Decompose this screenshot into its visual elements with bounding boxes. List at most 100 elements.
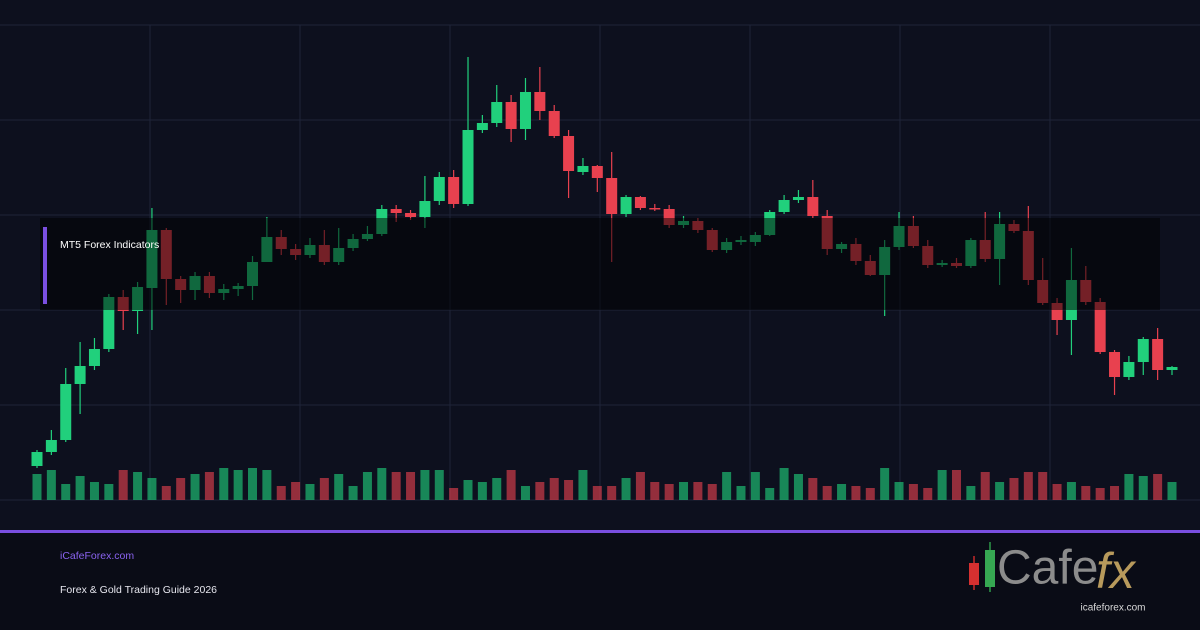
volume-bar [851,486,861,500]
volume-bar [779,468,789,500]
volume-bar [937,470,947,500]
volume-bar [176,478,186,500]
volume-bar [592,486,602,500]
volume-bar [233,470,243,500]
candle-body [390,209,402,213]
candle-body [476,123,488,130]
candle-body [491,102,503,123]
volume-bar [147,478,157,500]
logo-candle [985,550,995,587]
candle-body [1094,302,1106,352]
volume-bar [650,482,660,500]
volume-bar [664,484,674,500]
volume-bar [61,484,71,500]
volume-bar [133,472,143,500]
volume-bar [1110,486,1120,500]
candle-body [519,92,531,129]
volume-bar [348,486,358,500]
volume-bar [908,484,918,500]
logo-mark: fx [1096,543,1137,599]
volume-bar [406,472,416,500]
volume-bar [161,486,171,500]
candle-body [1051,303,1063,320]
logo-candle [969,563,979,585]
volume-bar [865,488,875,500]
volume-bar [334,474,344,500]
divider [0,530,1200,533]
overlay-accent [43,227,47,304]
candle-body [577,166,589,172]
candle-body [74,366,86,384]
candle-body [1109,352,1121,377]
volume-bar [118,470,128,500]
volume-bar [506,470,516,500]
volume-bar [621,478,631,500]
volume-bar [880,468,890,500]
volume-bar [549,478,559,500]
logo: Cafe fx icafeforex.com [969,542,1146,614]
candle-body [462,130,474,204]
candle-body [1152,339,1164,370]
footer-subtitle: Forex & Gold Trading Guide 2026 [60,584,217,596]
candle-body [778,200,790,212]
volume-bar [722,472,732,500]
candle-body [433,177,445,201]
candle-body [792,197,804,200]
volume-bar [1138,476,1148,500]
volume-bar [1052,484,1062,500]
volume-bar [693,482,703,500]
candle-body [1123,362,1135,377]
volume-bar [305,484,315,500]
volume-bar [1066,482,1076,500]
candle-body [649,208,661,210]
volume-bar [635,472,645,500]
candle-body [31,452,43,466]
candle-body [419,201,431,217]
volume-bar [980,472,990,500]
volume-bar [679,482,689,500]
volume-bar [535,482,545,500]
volume-bar [894,482,904,500]
candle-body [60,384,72,440]
logo-url: icafeforex.com [1080,603,1145,614]
volume-bar [837,484,847,500]
candle-body [663,209,675,225]
volume-bar [463,480,473,500]
volume-bar [1081,486,1091,500]
volume-bar [449,488,459,500]
candle-body [563,136,575,171]
volume-bar [190,474,200,500]
candle-body [548,111,560,136]
volume-bar [75,476,85,500]
footer-site: iCafeForex.com [60,550,134,562]
volume-bar [1023,472,1033,500]
volume-bar [736,486,746,500]
candle-body [620,197,632,214]
candle-body [1137,339,1149,362]
candle-body [606,178,618,214]
volume-bar [104,484,114,500]
volumes [32,468,1177,500]
volume-bar [995,482,1005,500]
volume-bar [377,468,387,500]
logo-word: Cafe [997,542,1098,595]
candle-body [1166,367,1178,370]
volume-bar [607,486,617,500]
candle-body [448,177,460,204]
volume-bar [391,472,401,500]
volume-bar [276,486,286,500]
volume-bar [564,480,574,500]
volume-bar [520,486,530,500]
candle-body [634,197,646,208]
volume-bar [32,474,42,500]
volume-bar [966,486,976,500]
volume-bar [434,470,444,500]
candle-body [534,92,546,111]
candle-body [45,440,57,452]
volume-bar [262,470,272,500]
volume-bar [362,472,372,500]
volume-bar [89,482,99,500]
volume-bar [477,482,487,500]
